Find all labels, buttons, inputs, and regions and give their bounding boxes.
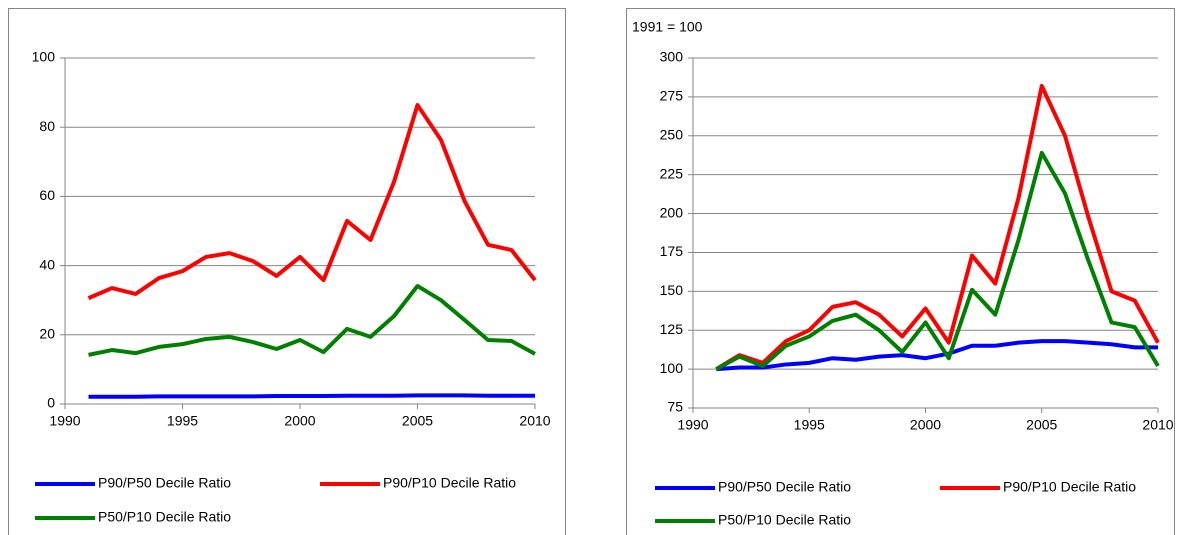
left-panel [8,8,566,535]
x-tick-label: 2010 [1142,417,1173,433]
annotation: 1991 = 100 [632,19,703,35]
y-tick-label: 75 [667,399,683,415]
data-line [715,150,1160,371]
legend-label: P50/P10 Decile Ratio [98,509,231,525]
legend-label: P90/P10 Decile Ratio [383,475,516,491]
legend-label: P90/P10 Decile Ratio [1003,479,1136,495]
x-tick-label: 2000 [910,417,941,433]
data-line [88,393,535,399]
data-line [716,339,1158,372]
x-tick-label: 1990 [677,417,708,433]
y-tick-label: 200 [660,204,684,220]
x-tick-label: 1995 [167,413,198,429]
y-tick-label: 100 [660,360,684,376]
x-tick-label: 1990 [49,413,80,429]
y-tick-label: 60 [39,187,55,203]
y-tick-label: 80 [39,118,55,134]
y-tick-label: 100 [32,49,56,65]
y-tick-label: 300 [660,49,684,65]
y-tick-label: 175 [660,243,684,259]
data-line [87,103,537,300]
legend-label: P90/P50 Decile Ratio [98,475,231,491]
y-tick-label: 40 [39,256,55,272]
y-tick-label: 20 [39,326,55,342]
data-line [88,284,536,357]
data-line [715,84,1160,371]
y-tick-label: 0 [47,395,55,411]
right-panel [626,8,1175,535]
legend-label: P90/P50 Decile Ratio [718,479,851,495]
x-tick-label: 1995 [794,417,825,433]
x-tick-label: 2005 [1026,417,1057,433]
y-tick-label: 250 [660,126,684,142]
y-tick-label: 125 [660,321,684,337]
x-tick-label: 2010 [519,413,550,429]
legend-label: P50/P10 Decile Ratio [718,512,851,528]
y-tick-label: 275 [660,88,684,104]
x-tick-label: 2000 [284,413,315,429]
y-tick-label: 150 [660,282,684,298]
x-tick-label: 2005 [402,413,433,429]
y-tick-label: 225 [660,165,684,181]
